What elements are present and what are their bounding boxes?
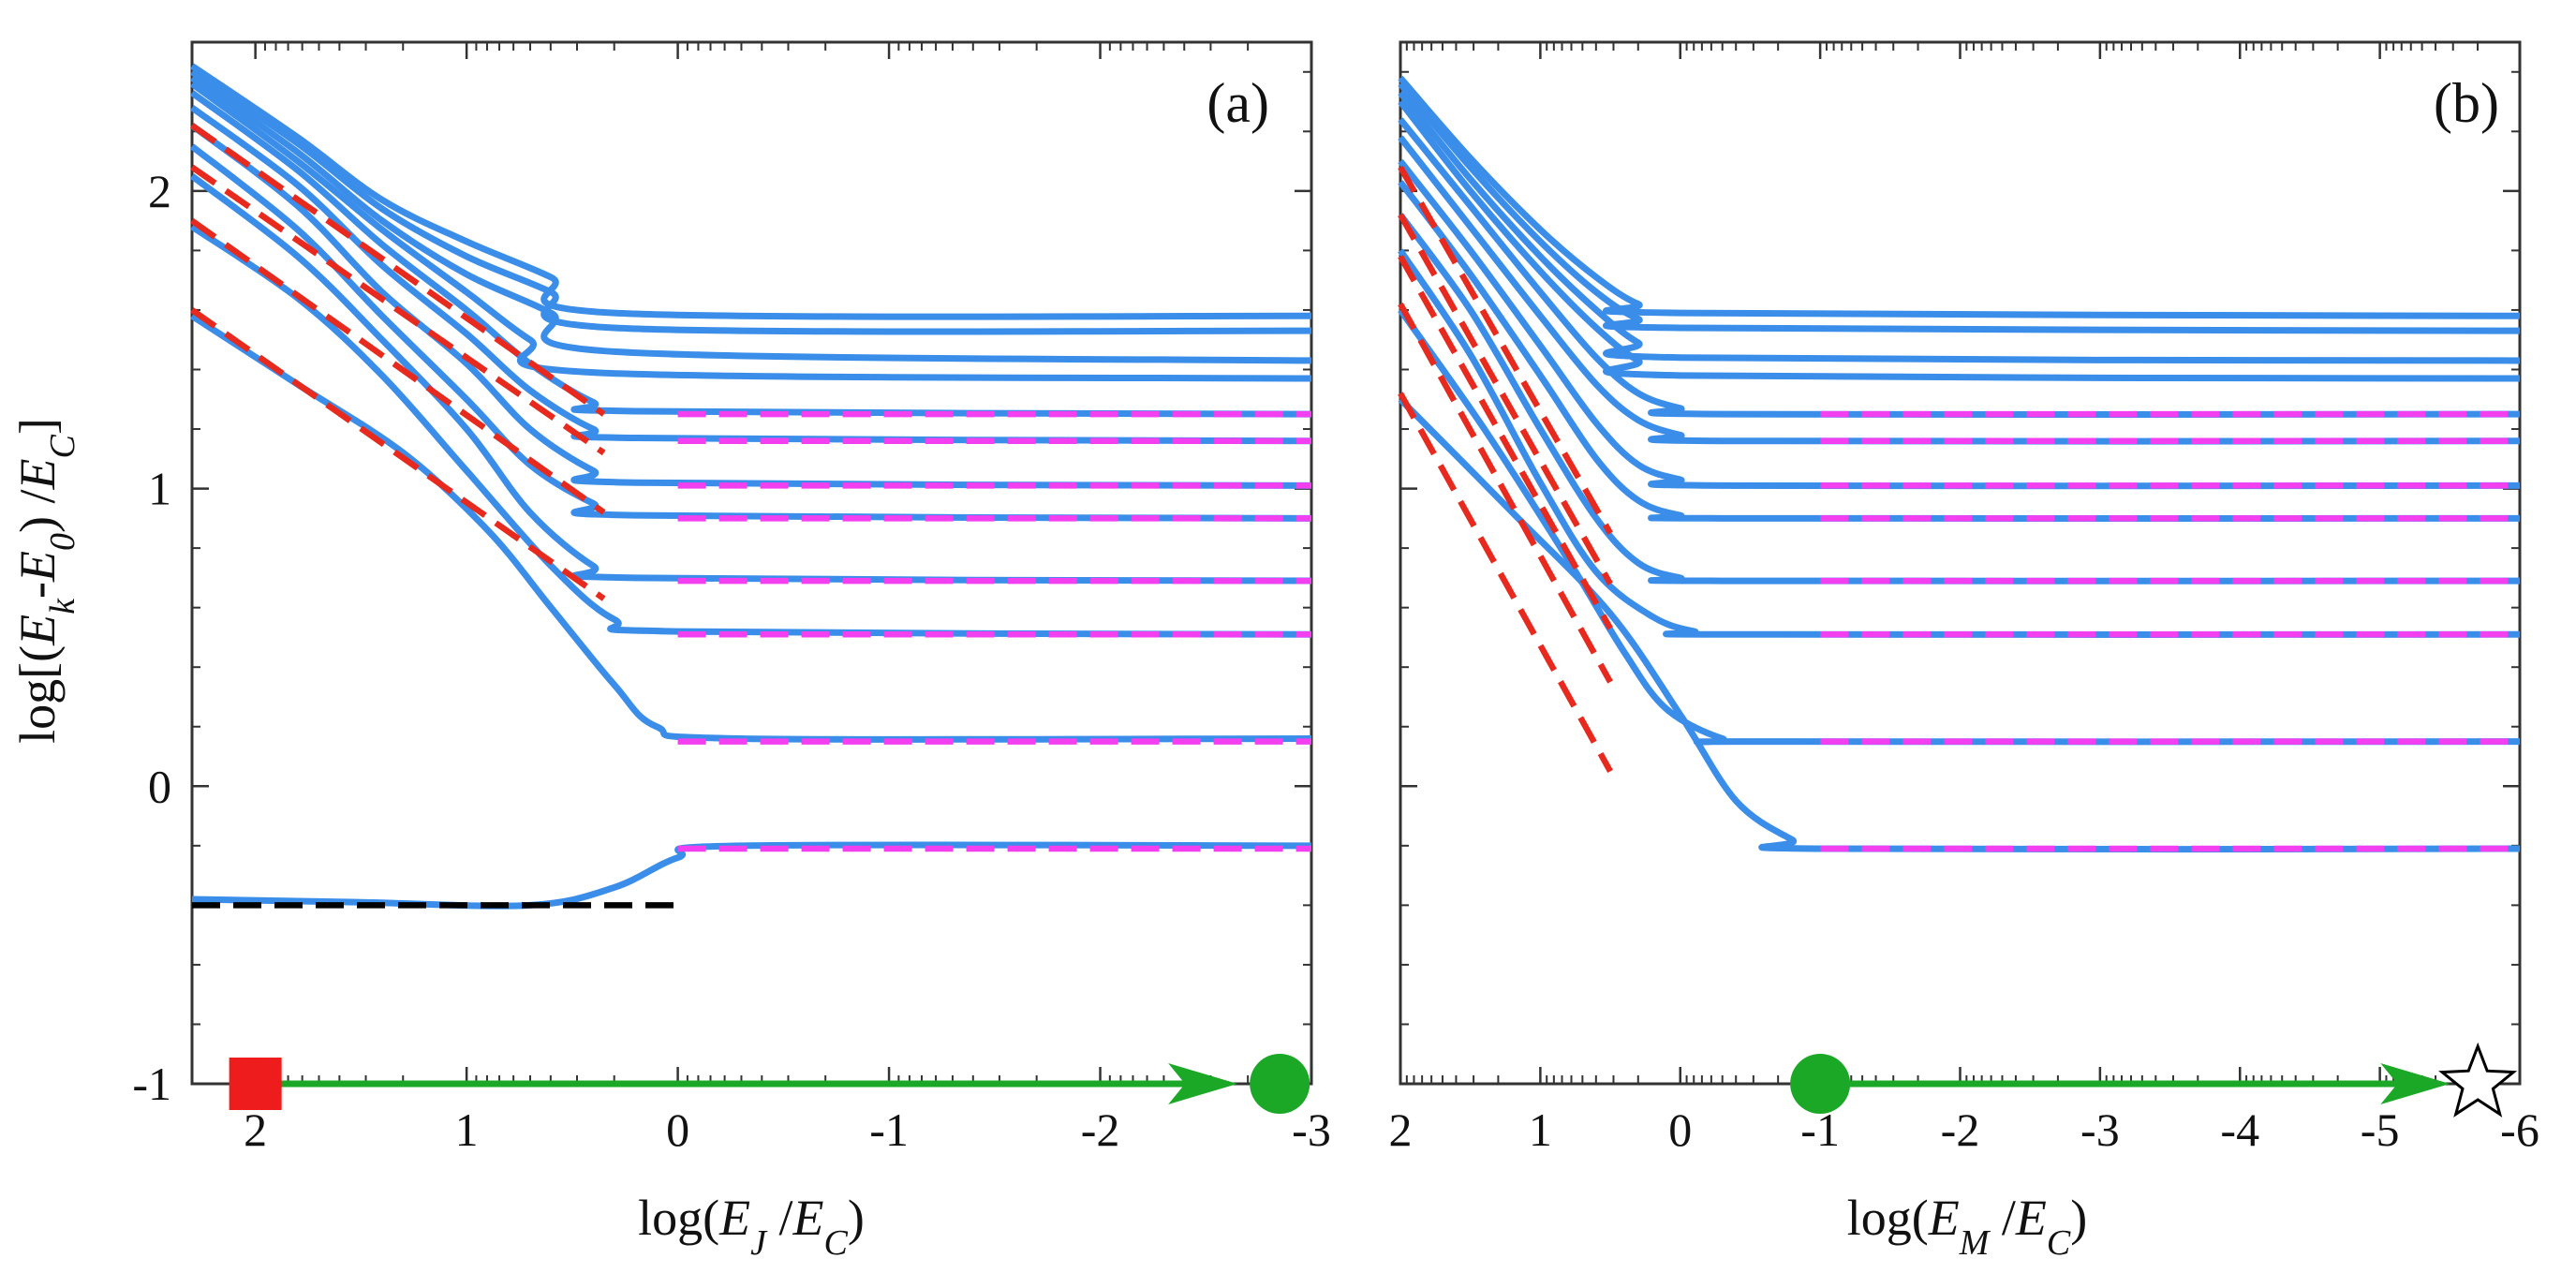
- x-tick-label-b: 2: [1389, 1103, 1413, 1156]
- series-large-ej-asymptote-2-a: [190, 217, 606, 515]
- x-tick-label-b: -5: [2361, 1103, 2400, 1156]
- series-level-12-a: [190, 63, 1312, 320]
- x-tick-label-b: 1: [1529, 1103, 1552, 1156]
- series-level-6-a: [189, 123, 1312, 489]
- series-level-3-b: [1398, 248, 2521, 638]
- y-tick-label-a: 0: [148, 760, 171, 812]
- panel-b-series: [1398, 75, 2521, 853]
- x-tick-label-a: 1: [455, 1103, 479, 1156]
- series-large-ej-asymptote-1-a: [190, 307, 606, 601]
- panel-a-tick-labels: 2 1 0 -1 -2 -3 -1 0 1 2: [132, 165, 1330, 1156]
- series-level-9-a: [189, 81, 1312, 382]
- series-large-em-asymptote-4-b: [1398, 213, 1613, 585]
- series-level-10-b: [1398, 90, 2521, 364]
- flow-start-a-red-square-marker: [229, 1058, 282, 1110]
- x-tick-label-a: -3: [1292, 1103, 1331, 1156]
- flow-start-b-green-circle-marker: [1790, 1054, 1851, 1114]
- series-large-em-asymptote-3-b: [1398, 255, 1613, 630]
- series-level-11-b: [1398, 81, 2521, 334]
- y-tick-label-a: 1: [148, 463, 171, 515]
- panel-b: 2 1 0 -1 -2 -3 -4 -5 -6 (b) log(EM /EC): [1389, 40, 2539, 1263]
- series-level-9-b: [1398, 99, 2521, 382]
- series-large-em-asymptote-5-b: [1398, 165, 1613, 535]
- panel-a-series: [189, 63, 1312, 910]
- flow-end-a-green-circle-marker: [1250, 1054, 1310, 1114]
- series-level-7-b: [1398, 135, 2521, 445]
- flow-end-b-white-star-marker: [2438, 1042, 2518, 1118]
- panel-b-label: (b): [2434, 72, 2499, 134]
- x-tick-label-b: -4: [2220, 1103, 2259, 1156]
- series-level-12-b: [1398, 75, 2521, 319]
- flow-arrow-head-a: [1168, 1063, 1238, 1104]
- panel-b-x-axis-title: log(EM /EC): [1847, 1190, 2088, 1263]
- series-level-1-a: [191, 841, 1312, 910]
- panel-b-tick-labels: 2 1 0 -1 -2 -3 -4 -5 -6: [1389, 1103, 2539, 1156]
- series-large-ej-asymptote-4-a: [190, 123, 606, 417]
- series-large-ej-asymptote-3-a: [190, 164, 606, 456]
- panel-b-flow: [1790, 1042, 2518, 1118]
- panel-a-x-axis-title: log(EJ /EC): [638, 1190, 865, 1263]
- panel-a-flow: [229, 1054, 1310, 1114]
- series-level-8-a: [189, 90, 1312, 418]
- x-tick-label-a: -1: [869, 1103, 909, 1156]
- panel-a: 2 1 0 -1 -2 -3 -1 0 1 2 (a) log(EJ /EC): [132, 40, 1331, 1263]
- series-large-em-asymptote-2-b: [1398, 303, 1613, 684]
- x-tick-label-a: -2: [1081, 1103, 1120, 1156]
- series-large-em-asymptote-1-b: [1398, 392, 1613, 773]
- series-level-4-a: [189, 173, 1312, 585]
- y-tick-label-a: -1: [132, 1058, 171, 1110]
- panel-a-ticks: [192, 42, 1313, 1086]
- x-tick-label-b: -6: [2500, 1103, 2539, 1156]
- series-level-4-b: [1398, 213, 2521, 585]
- panel-a-label: (a): [1207, 72, 1269, 134]
- y-tick-label-a: 2: [148, 165, 171, 217]
- flow-arrow-head-b: [2380, 1063, 2450, 1104]
- panel-a-frame: [190, 40, 1313, 1086]
- x-tick-label-a: 0: [666, 1103, 689, 1156]
- series-level-1-b: [1398, 396, 2521, 853]
- y-axis-title: log[(Ek-E0) /EC]: [9, 418, 82, 744]
- x-tick-label-b: 0: [1668, 1103, 1692, 1156]
- x-tick-label-a: 2: [244, 1103, 267, 1156]
- x-tick-label-b: -3: [2080, 1103, 2120, 1156]
- x-tick-label-b: -2: [1941, 1103, 1980, 1156]
